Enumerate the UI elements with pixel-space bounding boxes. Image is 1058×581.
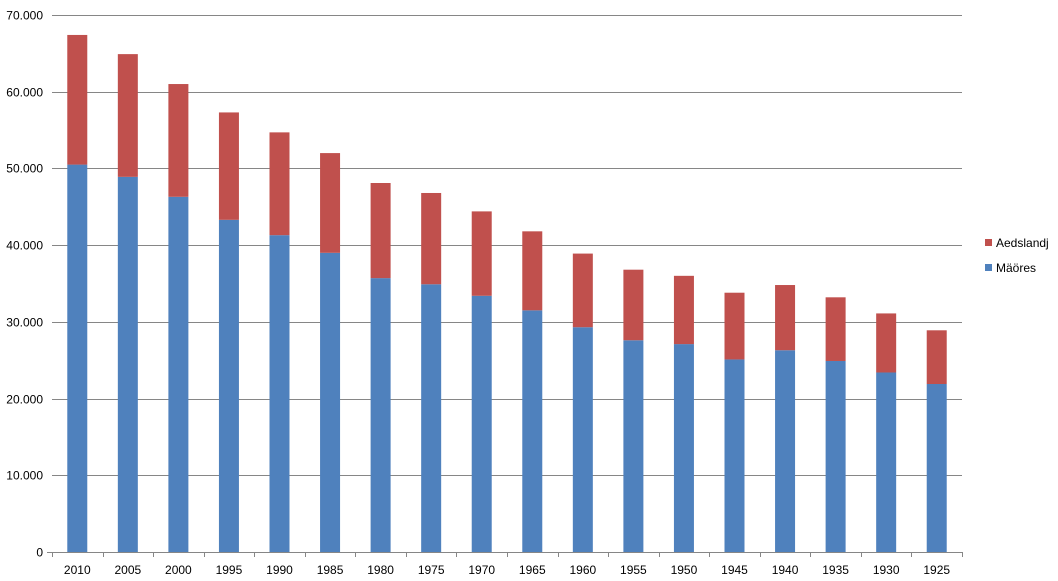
- bar-maores-1970: [471, 295, 492, 552]
- bar-aedslandj-1985: [320, 153, 341, 253]
- bar-maores-2010: [67, 164, 88, 552]
- bar-aedslandj-2005: [117, 54, 138, 177]
- x-tick-label: 1995: [216, 563, 243, 577]
- x-tick-label: 1950: [671, 563, 698, 577]
- x-tick-label: 1925: [923, 563, 950, 577]
- bar-maores-1925: [926, 384, 947, 552]
- bar-maores-1975: [421, 284, 442, 552]
- x-tick-label: 1945: [721, 563, 748, 577]
- bar-aedslandj-1960: [572, 253, 593, 328]
- y-axis-tick-labels: 0 10.000 20.000 30.000 40.000 50.000 60.000 70.…: [6, 9, 43, 560]
- legend: Aedslandj Mäöres: [985, 236, 1049, 275]
- bar-maores-1960: [572, 327, 593, 552]
- bar-maores-1930: [876, 372, 897, 552]
- bar-maores-2000: [168, 196, 189, 552]
- bar-maores-1995: [218, 219, 239, 552]
- x-axis: [47, 552, 963, 557]
- x-tick-label: 1980: [367, 563, 394, 577]
- bar-maores-1935: [825, 360, 846, 552]
- y-tick-label: 60.000: [6, 86, 43, 100]
- x-tick-label: 2005: [114, 563, 141, 577]
- x-tick-label: 1940: [772, 563, 799, 577]
- x-tick-label: 1935: [822, 563, 849, 577]
- bar-aedslandj-1955: [623, 269, 644, 341]
- bar-aedslandj-1975: [421, 192, 442, 285]
- bar-aedslandj-1925: [926, 330, 947, 384]
- x-axis-tick-labels: 2010 2005 2000 1995 1990 1985 1980 1975 1970 1965…: [64, 563, 950, 577]
- bar-maores-1990: [269, 235, 290, 553]
- bar-aedslandj-2010: [67, 34, 88, 165]
- bar-maores-1950: [673, 344, 694, 552]
- bar-aedslandj-1970: [471, 211, 492, 296]
- bar-aedslandj-1990: [269, 132, 290, 236]
- x-tick-label: 1975: [418, 563, 445, 577]
- bar-maores-1980: [370, 278, 391, 552]
- x-tick-label: 1985: [317, 563, 344, 577]
- bar-series: [67, 34, 947, 553]
- y-tick-label: 40.000: [6, 239, 43, 253]
- bar-aedslandj-1935: [825, 297, 846, 361]
- y-tick-label: 20.000: [6, 393, 43, 407]
- bar-maores-1985: [320, 252, 341, 552]
- bar-maores-1955: [623, 340, 644, 552]
- bar-maores-2005: [117, 176, 138, 552]
- bar-aedslandj-1995: [218, 112, 239, 220]
- y-tick-label: 0: [36, 546, 43, 560]
- legend-label: Mäöres: [996, 261, 1036, 275]
- bar-maores-1945: [724, 359, 745, 552]
- bar-aedslandj-2000: [168, 84, 189, 197]
- y-tick-label: 10.000: [6, 469, 43, 483]
- x-tick-label: 2010: [64, 563, 91, 577]
- y-tick-label: 30.000: [6, 316, 43, 330]
- y-tick-label: 70.000: [6, 9, 43, 23]
- x-tick-label: 1960: [569, 563, 596, 577]
- x-tick-label: 1955: [620, 563, 647, 577]
- legend-label: Aedslandj: [996, 236, 1049, 250]
- x-tick-label: 1990: [266, 563, 293, 577]
- legend-swatch: [985, 264, 992, 271]
- x-tick-label: 1965: [519, 563, 546, 577]
- bar-aedslandj-1945: [724, 292, 745, 360]
- bar-aedslandj-1930: [876, 313, 897, 373]
- bar-aedslandj-1950: [673, 275, 694, 345]
- bar-aedslandj-1965: [522, 231, 543, 311]
- x-tick-label: 1930: [873, 563, 900, 577]
- bar-maores-1940: [775, 350, 796, 552]
- gridlines: [52, 15, 962, 476]
- bar-aedslandj-1980: [370, 183, 391, 279]
- x-tick-label: 2000: [165, 563, 192, 577]
- bar-aedslandj-1940: [775, 285, 796, 351]
- x-tick-label: 1970: [468, 563, 495, 577]
- legend-swatch: [985, 239, 992, 246]
- bar-maores-1965: [522, 310, 543, 552]
- y-tick-label: 50.000: [6, 162, 43, 176]
